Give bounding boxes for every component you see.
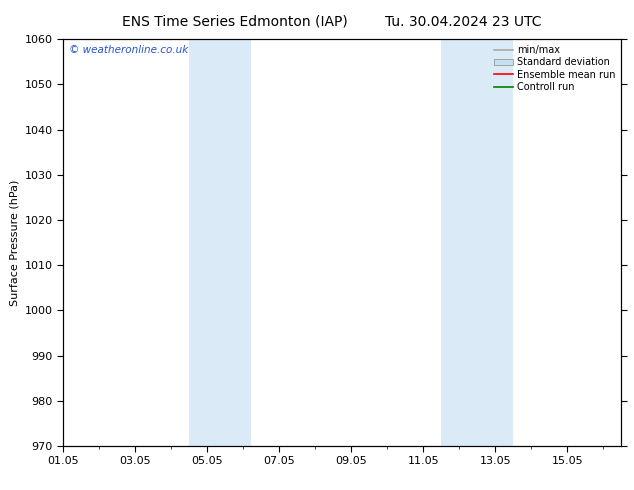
Text: © weatheronline.co.uk: © weatheronline.co.uk [69,45,188,55]
Legend: min/max, Standard deviation, Ensemble mean run, Controll run: min/max, Standard deviation, Ensemble me… [489,41,619,96]
Bar [441,39,514,446]
Text: Tu. 30.04.2024 23 UTC: Tu. 30.04.2024 23 UTC [385,15,541,29]
Text: ENS Time Series Edmonton (IAP): ENS Time Series Edmonton (IAP) [122,15,347,29]
Bar [190,39,250,446]
Y-axis label: Surface Pressure (hPa): Surface Pressure (hPa) [10,179,19,306]
